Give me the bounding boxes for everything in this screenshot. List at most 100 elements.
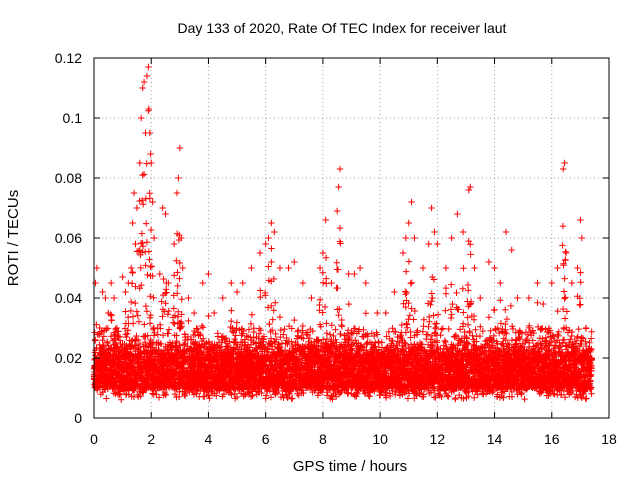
data-point xyxy=(139,230,145,236)
data-point xyxy=(146,248,152,254)
data-point xyxy=(335,312,341,318)
data-point xyxy=(323,280,329,286)
data-point xyxy=(294,391,300,397)
data-point xyxy=(337,225,343,231)
data-point xyxy=(185,318,191,324)
data-point xyxy=(147,264,153,270)
data-point xyxy=(291,317,297,323)
data-point xyxy=(248,321,254,327)
data-point xyxy=(125,314,131,320)
data-point xyxy=(316,302,322,308)
data-point xyxy=(109,317,115,323)
data-point xyxy=(272,299,278,305)
data-point xyxy=(249,312,255,318)
data-point xyxy=(408,280,414,286)
data-point xyxy=(300,323,306,329)
data-point xyxy=(323,255,329,261)
data-point xyxy=(334,285,340,291)
data-point xyxy=(177,324,183,330)
data-point xyxy=(143,303,149,309)
data-point xyxy=(144,239,150,245)
data-point xyxy=(277,314,283,320)
data-point xyxy=(268,259,274,265)
data-point xyxy=(141,171,147,177)
data-point xyxy=(150,295,156,301)
data-point xyxy=(179,296,185,302)
data-point xyxy=(148,227,154,233)
data-point xyxy=(132,283,138,289)
data-point xyxy=(339,323,345,329)
data-point xyxy=(139,172,145,178)
data-point xyxy=(265,304,271,310)
data-point xyxy=(256,325,262,331)
data-point xyxy=(324,330,330,336)
data-point xyxy=(174,269,180,275)
data-point xyxy=(130,313,136,319)
data-point xyxy=(376,340,382,346)
data-point xyxy=(165,330,171,336)
data-point xyxy=(139,240,145,246)
data-point xyxy=(144,308,150,314)
data-point xyxy=(405,395,411,401)
data-point xyxy=(322,304,328,310)
data-point xyxy=(135,312,141,318)
data-point xyxy=(410,316,416,322)
data-point xyxy=(407,329,413,335)
data-point xyxy=(147,195,153,201)
data-point xyxy=(128,308,134,314)
data-point xyxy=(170,319,176,325)
data-point xyxy=(166,326,172,332)
data-point xyxy=(140,201,146,207)
data-point xyxy=(332,326,338,332)
data-point xyxy=(174,283,180,289)
data-point xyxy=(144,272,150,278)
data-point xyxy=(151,332,157,338)
data-point xyxy=(265,263,271,269)
data-point xyxy=(143,220,149,226)
data-point xyxy=(130,320,136,326)
data-point xyxy=(149,263,155,269)
data-point xyxy=(327,331,333,337)
data-point xyxy=(348,390,354,396)
data-point xyxy=(335,266,341,272)
data-point xyxy=(389,325,395,331)
data-point xyxy=(143,160,149,166)
data-point xyxy=(409,280,415,286)
data-point xyxy=(132,300,138,306)
data-point xyxy=(138,282,144,288)
data-point xyxy=(160,276,166,282)
data-point xyxy=(129,270,135,276)
data-point xyxy=(158,298,164,304)
data-point xyxy=(171,272,177,278)
data-point xyxy=(147,293,153,299)
data-point xyxy=(320,280,326,286)
data-point xyxy=(339,317,345,323)
data-point xyxy=(133,333,139,339)
data-point xyxy=(407,312,413,318)
data-point xyxy=(258,327,264,333)
data-point xyxy=(363,310,369,316)
data-point xyxy=(228,307,234,313)
data-point xyxy=(403,268,409,274)
data-point xyxy=(145,107,151,113)
data-point xyxy=(406,258,412,264)
data-point xyxy=(103,395,109,401)
data-point xyxy=(147,320,153,326)
data-point xyxy=(268,245,274,251)
data-point xyxy=(270,316,276,322)
data-point xyxy=(346,301,352,307)
data-point xyxy=(122,308,128,314)
data-point xyxy=(334,260,340,266)
data-point xyxy=(281,326,287,332)
data-point xyxy=(176,275,182,281)
data-point xyxy=(228,318,234,324)
points-layer xyxy=(91,64,595,403)
data-point xyxy=(320,270,326,276)
data-point xyxy=(134,308,140,314)
data-point xyxy=(162,300,168,306)
data-point xyxy=(137,285,143,291)
data-point xyxy=(317,296,323,302)
data-point xyxy=(266,321,272,327)
